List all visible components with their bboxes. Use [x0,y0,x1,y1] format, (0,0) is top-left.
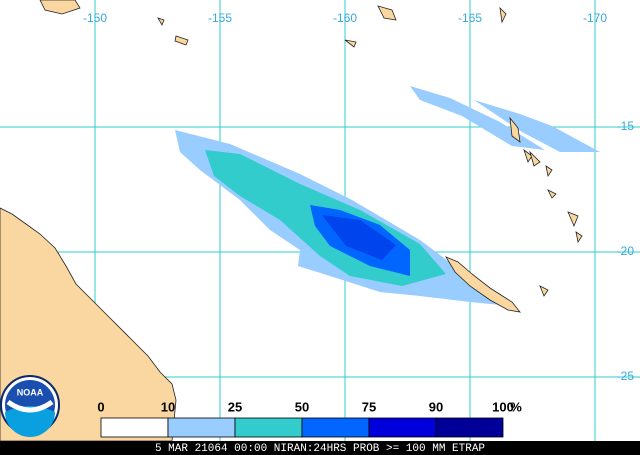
latitude-label: -20 [617,244,635,258]
legend-tick-label: 25 [228,399,242,414]
island [539,285,549,297]
longitude-label: -170 [583,11,607,25]
legend: 0 10 25 50 75 90 100% [97,399,522,438]
legend-tick-label: 0 [97,399,104,414]
caption: 5 MAR 21064 00:00 NIRAN:24HRS PROB >= 10… [155,443,485,455]
island [39,0,81,15]
legend-tick-label: 100 [492,399,514,414]
island [567,211,579,228]
island [509,116,521,143]
island [499,6,507,24]
logo-text: NOAA [17,387,44,397]
island [157,17,165,26]
new-caledonia [445,256,521,313]
longitude-label: -165 [458,11,482,25]
legend-tick-label: 50 [295,399,309,414]
prob-area [474,100,600,152]
island [344,39,357,48]
legend-swatch [301,417,370,438]
prob-area [410,86,545,150]
latitude-label: -25 [617,369,635,383]
island [529,150,541,167]
prob-area [322,215,396,260]
legend-swatch [100,417,169,438]
legend-tick-label: 10 [161,399,175,414]
noaa-logo: NOAA [0,375,60,437]
longitude-label: -155 [208,11,232,25]
legend-swatch [167,417,236,438]
island [575,231,583,244]
longitude-label: -150 [83,11,107,25]
legend-swatch [368,417,437,438]
island [523,148,533,163]
legend-swatch [435,417,504,438]
legend-swatch [234,417,303,438]
island [547,189,557,199]
caption-bar [0,441,640,455]
island [377,5,397,21]
island [545,165,553,178]
latitude-label: -15 [617,119,635,133]
legend-tick-label: 75 [362,399,376,414]
island [174,35,189,46]
legend-unit: % [510,399,522,414]
longitude-label: -160 [333,11,357,25]
legend-tick-label: 90 [429,399,443,414]
